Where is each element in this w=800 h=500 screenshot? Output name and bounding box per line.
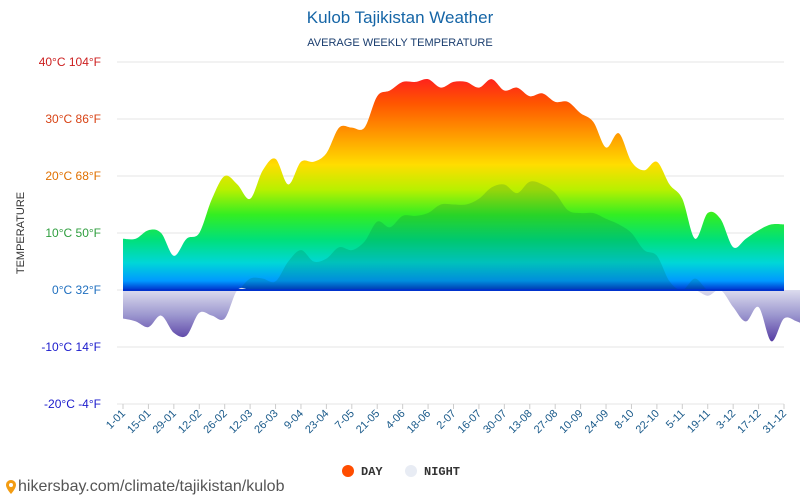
x-tick-label: 15-01 [125,408,153,436]
x-tick-label: 21-05 [354,408,382,436]
x-tick-label: 29-01 [151,408,179,436]
legend-day-marker [342,465,354,477]
day-area [123,78,784,290]
y-tick-label: 10°C 50°F [45,226,101,240]
legend-item-day[interactable]: DAY [342,465,383,479]
x-tick-label: 30-07 [481,408,509,436]
x-tick-label: 19-11 [685,408,713,436]
x-tick-label: 31-12 [761,408,789,436]
y-tick-label: 0°C 32°F [52,283,101,297]
x-tick-label: 10-09 [557,408,585,436]
x-tick-label: 22-10 [634,408,662,436]
x-tick-label: 17-12 [735,408,763,436]
x-tick-label: 12-02 [176,408,204,436]
legend: DAY NIGHT [342,465,460,479]
x-tick-label: 23-04 [303,408,331,436]
x-tick-label: 24-09 [583,408,611,436]
x-tick-label: 16-07 [456,408,484,436]
x-tick-label: 18-06 [405,408,433,436]
x-tick-label: 13-08 [507,408,535,436]
night-area [123,181,800,291]
y-tick-label: -20°C -4°F [44,397,101,411]
x-tick-label: 26-02 [201,408,229,436]
source-link[interactable]: hikersbay.com/climate/tajikistan/kulob [6,478,284,496]
x-tick-label: 12-03 [227,408,255,436]
y-tick-label: -10°C 14°F [41,340,101,354]
y-tick-label: 20°C 68°F [45,169,101,183]
y-tick-label: 40°C 104°F [39,55,101,69]
legend-night-label: NIGHT [424,465,460,479]
legend-day-label: DAY [361,465,383,479]
x-tick-label: 26-03 [252,408,280,436]
x-tick-label: 27-08 [532,408,560,436]
chart-title: Kulob Tajikistan Weather [307,8,494,27]
y-axis-ticks: 40°C 104°F 30°C 86°F 20°C 68°F 10°C 50°F 0°C… [39,55,101,411]
y-axis-label: TEMPERATURE [15,192,27,274]
x-tick-label: 5-11 [664,408,687,431]
legend-item-night[interactable]: NIGHT [405,465,460,479]
location-pin-icon [6,480,16,494]
y-tick-label: 30°C 86°F [45,112,101,126]
legend-night-marker [405,465,417,477]
chart-subtitle: AVERAGE WEEKLY TEMPERATURE [307,37,492,49]
night-negative-area [123,287,800,342]
source-text: hikersbay.com/climate/tajikistan/kulob [18,478,285,495]
